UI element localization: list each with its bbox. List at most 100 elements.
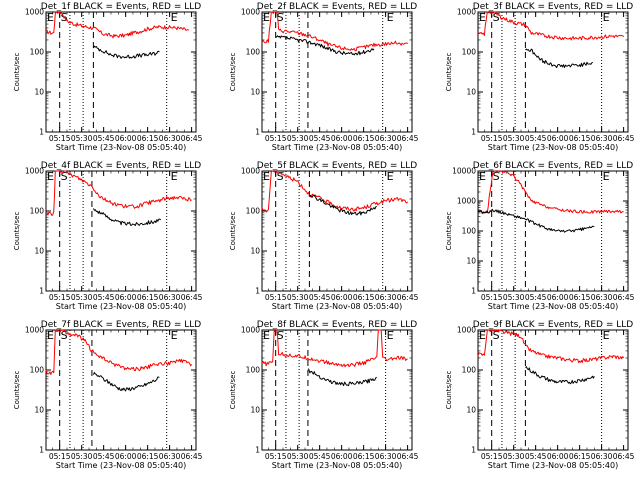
- y-tick-label: 10: [250, 247, 260, 256]
- plot-title: Det_4f BLACK = Events, RED = LLD: [41, 161, 201, 171]
- plot-title: Det_9f BLACK = Events, RED = LLD: [473, 320, 633, 330]
- event-marker-e: E: [171, 170, 178, 183]
- plot-title: Det_1f BLACK = Events, RED = LLD: [41, 2, 201, 12]
- y-tick-label: 1: [39, 287, 44, 296]
- event-marker-s: S: [493, 329, 500, 342]
- event-marker-e: E: [387, 329, 394, 342]
- event-marker-e: E: [479, 170, 486, 183]
- event-marker-e: E: [479, 329, 486, 342]
- y-tick-label: 1: [39, 128, 44, 137]
- y-axis-label: Counts/sec: [445, 371, 453, 410]
- y-tick-label: 10: [34, 247, 44, 256]
- x-tick-label: 06:15: [137, 134, 159, 143]
- detector-plot-2: Det_2f BLACK = Events, RED = LLD 1 10 100 10…: [229, 2, 419, 152]
- plot-frame: [261, 170, 413, 292]
- x-tick-label: 06:30: [591, 134, 613, 143]
- event-marker-s: S: [277, 11, 284, 24]
- y-tick-label: 100: [246, 366, 261, 375]
- x-tick-label: 06:15: [353, 293, 375, 302]
- x-tick-label: 05:30: [71, 293, 93, 302]
- x-tick-label: 06:00: [547, 134, 569, 143]
- x-tick-label: 05:30: [71, 452, 93, 461]
- x-tick-label: 06:00: [547, 452, 569, 461]
- x-tick-label: 05:45: [309, 293, 331, 302]
- x-tick-label: 06:15: [137, 452, 159, 461]
- events-series-line: [275, 35, 375, 56]
- x-tick-label: 06:45: [181, 452, 203, 461]
- y-axis-label: Counts/sec: [229, 371, 237, 410]
- x-axis-label: Start Time (23-Nov-08 05:05:40): [488, 143, 618, 152]
- x-tick-label: 05:45: [525, 134, 547, 143]
- plot-frame: [477, 11, 629, 133]
- x-tick-label: 05:15: [481, 134, 503, 143]
- y-tick-label: 1000: [457, 8, 476, 17]
- events-series-line: [525, 366, 595, 385]
- x-tick-label: 05:30: [503, 134, 525, 143]
- plot-title: Det_2f BLACK = Events, RED = LLD: [257, 2, 417, 12]
- x-tick-label: 05:45: [309, 134, 331, 143]
- x-tick-label: 05:30: [287, 293, 309, 302]
- plot-title: Det_3f BLACK = Events, RED = LLD: [473, 2, 633, 12]
- x-tick-label: 06:45: [613, 134, 635, 143]
- x-tick-label: 06:45: [613, 452, 635, 461]
- x-tick-label: 05:30: [503, 293, 525, 302]
- y-axis-label: Counts/sec: [13, 371, 21, 410]
- x-tick-label: 05:30: [287, 134, 309, 143]
- x-tick-label: 06:45: [613, 293, 635, 302]
- plot-frame: [261, 11, 413, 133]
- x-tick-label: 05:15: [265, 452, 287, 461]
- x-tick-label: 06:45: [181, 134, 203, 143]
- event-marker-e: E: [47, 170, 54, 183]
- event-marker-s: S: [493, 170, 500, 183]
- x-tick-label: 06:30: [375, 134, 397, 143]
- lld-series-line: [261, 170, 408, 213]
- y-axis-label: Counts/sec: [13, 212, 21, 251]
- x-tick-label: 05:15: [49, 134, 71, 143]
- x-tick-label: 06:15: [353, 134, 375, 143]
- x-tick-label: 06:00: [331, 452, 353, 461]
- detector-plot-9: Det_9f BLACK = Events, RED = LLD 1 10 100 10…: [445, 320, 635, 470]
- x-tick-label: 05:30: [71, 134, 93, 143]
- x-tick-label: 06:30: [159, 452, 181, 461]
- event-marker-e: E: [263, 11, 270, 24]
- x-tick-label: 05:45: [525, 452, 547, 461]
- x-tick-label: 05:15: [265, 293, 287, 302]
- plot-frame: [45, 329, 197, 451]
- event-marker-s: S: [61, 329, 68, 342]
- x-axis-label: Start Time (23-Nov-08 05:05:40): [272, 143, 402, 152]
- lld-series-line: [46, 170, 192, 216]
- x-tick-label: 06:00: [547, 293, 569, 302]
- events-series-line: [309, 194, 377, 216]
- event-marker-s: S: [493, 11, 500, 24]
- y-tick-label: 10: [34, 406, 44, 415]
- x-tick-label: 06:00: [331, 134, 353, 143]
- y-tick-label: 1: [255, 446, 260, 455]
- lld-series-line: [477, 329, 625, 364]
- event-marker-e: E: [479, 11, 486, 24]
- x-tick-label: 06:15: [569, 293, 591, 302]
- y-tick-label: 1: [471, 128, 476, 137]
- events-series-line: [92, 208, 162, 226]
- event-marker-e: E: [47, 329, 54, 342]
- events-series-line: [92, 372, 160, 392]
- x-axis-label: Start Time (23-Nov-08 05:05:40): [272, 302, 402, 311]
- detector-plot-8: Det_8f BLACK = Events, RED = LLD 1 10 100 10…: [229, 320, 419, 470]
- y-axis-label: Counts/sec: [13, 53, 21, 92]
- y-tick-label: 1000: [457, 326, 476, 335]
- x-tick-label: 06:30: [159, 293, 181, 302]
- events-series-line: [307, 368, 377, 387]
- y-tick-label: 1000: [25, 326, 44, 335]
- event-marker-s: S: [61, 170, 68, 183]
- y-tick-label: 100: [462, 366, 477, 375]
- x-tick-label: 06:00: [331, 293, 353, 302]
- x-tick-label: 05:30: [287, 452, 309, 461]
- x-tick-label: 05:45: [93, 293, 115, 302]
- plot-frame: [477, 170, 629, 292]
- y-tick-label: 1000: [457, 197, 476, 206]
- lld-series-line: [45, 11, 189, 39]
- x-tick-label: 06:30: [591, 452, 613, 461]
- detector-plot-1: Det_1f BLACK = Events, RED = LLD 1 10 100 10…: [13, 2, 203, 152]
- plot-frame: [261, 329, 413, 451]
- y-tick-label: 10: [250, 406, 260, 415]
